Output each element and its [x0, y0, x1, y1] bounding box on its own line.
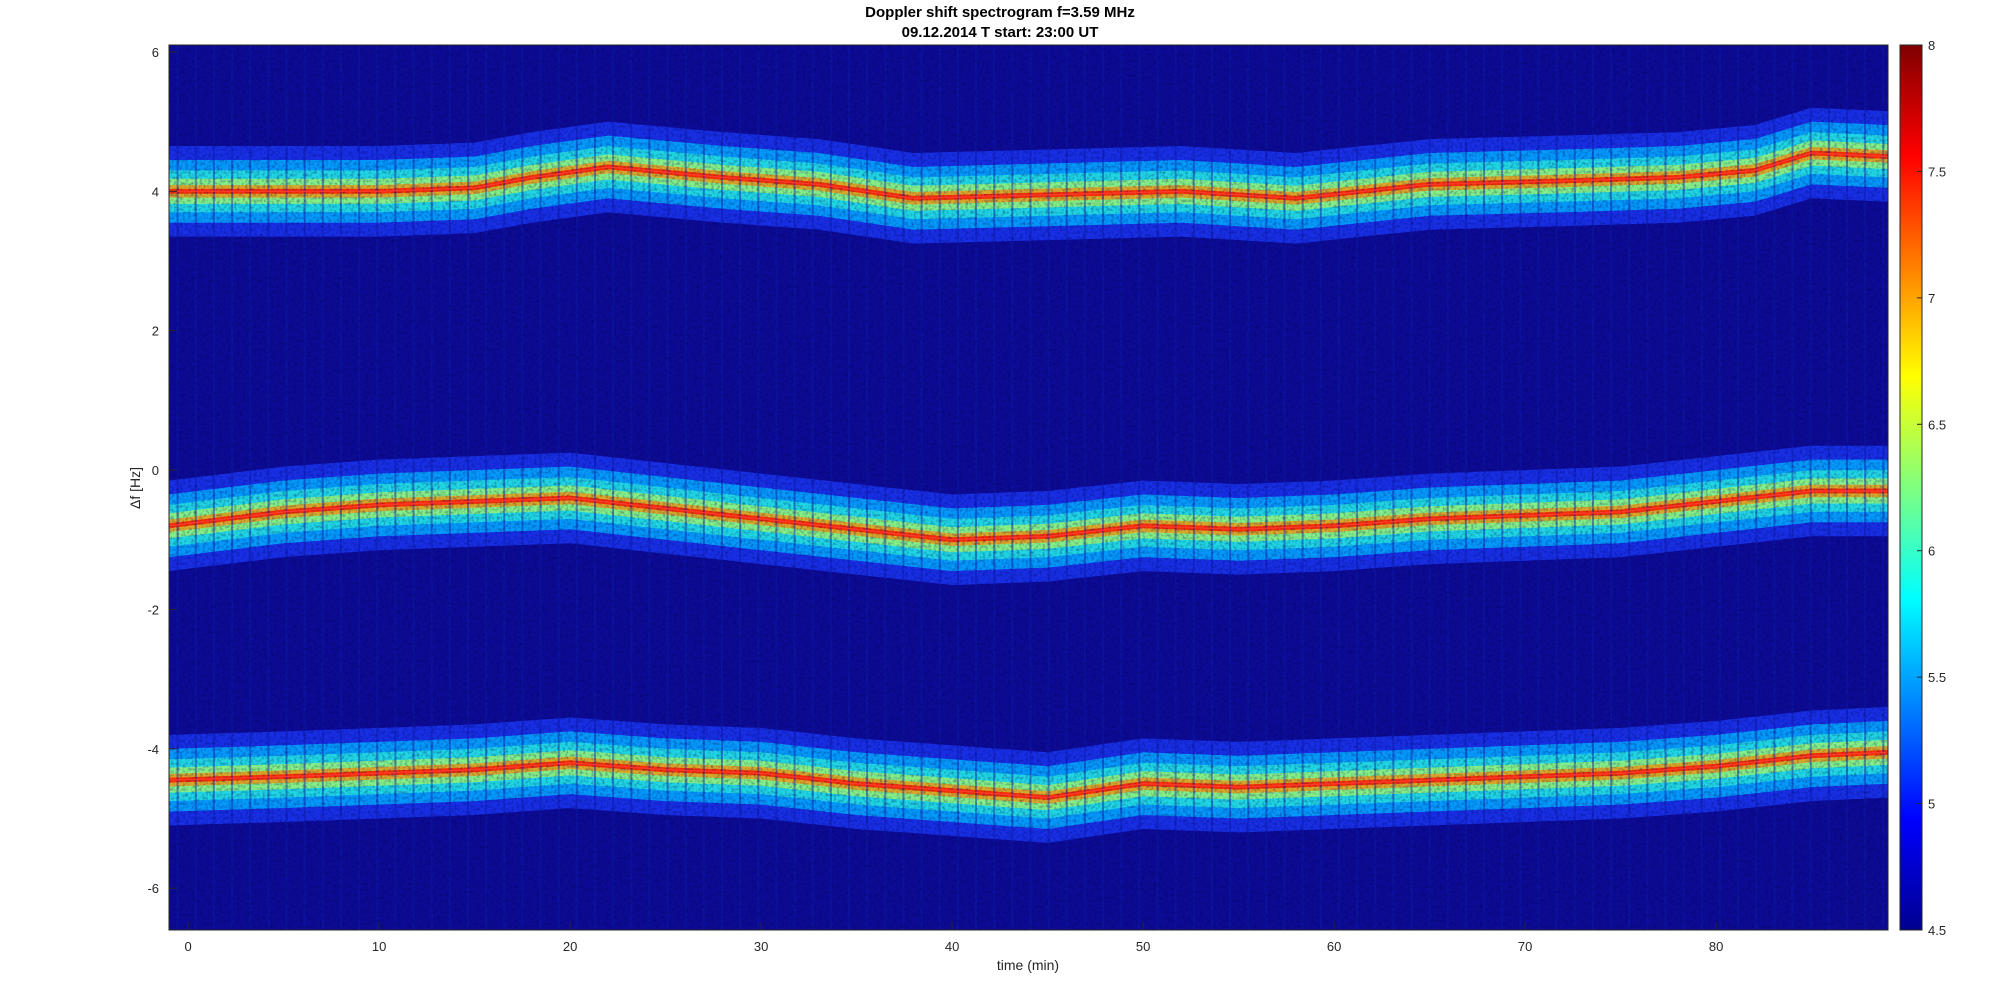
x-tick-label: 0 — [184, 939, 191, 954]
colorbar-tick-label: 7 — [1928, 291, 1935, 306]
y-tick-label: -6 — [147, 881, 159, 896]
trace-line-0 — [169, 152, 1889, 200]
x-tick-label: 20 — [563, 939, 577, 954]
colorbar-tick-label: 7.5 — [1928, 164, 1946, 179]
x-tick-label: 80 — [1709, 939, 1723, 954]
x-tick-label: 60 — [1327, 939, 1341, 954]
y-tick-label: 4 — [152, 184, 159, 199]
colorbar-tick-label: 4.5 — [1928, 923, 1946, 938]
colorbar-ticks: 4.5 5 5.5 6 6.5 7 7.5 8 — [1917, 38, 1946, 938]
plot-frame — [168, 44, 1889, 931]
x-axis-ticks: 0 10 20 30 40 50 60 70 80 — [184, 922, 1723, 954]
colorbar-tick-label: 6.5 — [1928, 417, 1946, 432]
y-axis-ticks: -6 -4 -2 0 2 4 6 — [147, 45, 177, 896]
colorbar-tick-label: 5.5 — [1928, 670, 1946, 685]
x-axis-label: time (min) — [997, 957, 1059, 973]
trace-lines — [168, 152, 1889, 799]
y-tick-label: -4 — [147, 742, 159, 757]
colorbar-tick-label: 8 — [1928, 38, 1935, 53]
chart-subtitle: 09.12.2014 T start: 23:00 UT — [901, 24, 1099, 41]
x-tick-label: 30 — [754, 939, 768, 954]
x-tick-label: 70 — [1518, 939, 1532, 954]
colorbar-tick-label: 6 — [1928, 544, 1935, 559]
heatmap-grain — [169, 45, 1888, 930]
y-tick-label: -2 — [147, 602, 159, 617]
colorbar-tick-label: 5 — [1928, 797, 1935, 812]
y-tick-label: 2 — [152, 324, 159, 339]
x-tick-label: 10 — [372, 939, 386, 954]
colorbar — [1899, 44, 1923, 931]
trace-line-2 — [168, 751, 1889, 799]
chart-title: Doppler shift spectrogram f=3.59 MHz — [865, 4, 1135, 21]
x-tick-label: 40 — [945, 939, 959, 954]
y-axis-label: Δf [Hz] — [127, 467, 143, 509]
x-tick-label: 50 — [1136, 939, 1150, 954]
trace-line-1 — [168, 490, 1888, 541]
y-tick-label: 6 — [152, 45, 159, 60]
y-tick-label: 0 — [152, 463, 159, 478]
